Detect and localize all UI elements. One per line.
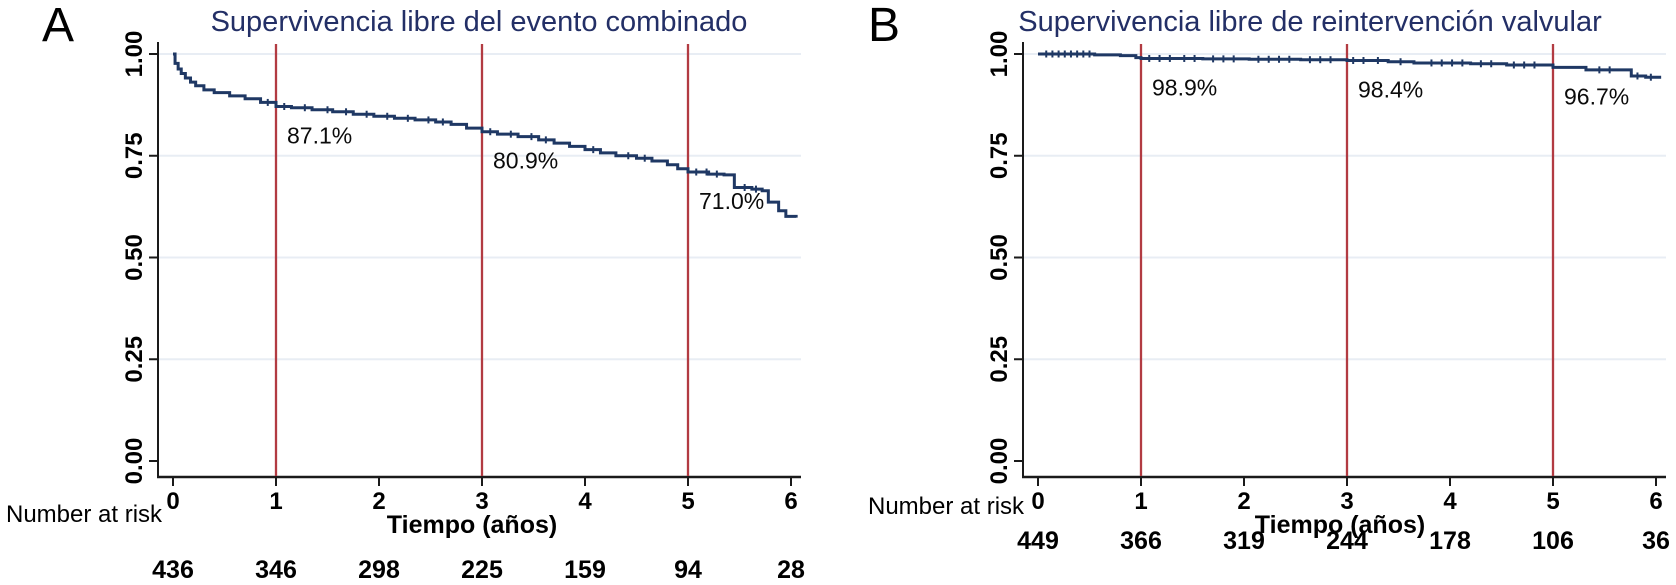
panel-B: B Supervivencia libre de reintervención … <box>838 0 1676 585</box>
panel-letter-A: A <box>42 0 75 52</box>
x-tick-label: 3 <box>475 488 488 515</box>
y-tick-label: 0.00 <box>121 438 148 485</box>
y-tick-label: 0.00 <box>986 438 1013 485</box>
panel-A: A Supervivencia libre del evento combina… <box>6 0 805 585</box>
survival-annotation: 98.9% <box>1152 74 1217 100</box>
x-tick-label: 3 <box>1340 488 1353 515</box>
y-tick-label: 0.50 <box>121 234 148 281</box>
number-at-risk-value: 28 <box>777 556 805 584</box>
number-at-risk-label-B: Number at risk <box>868 493 1025 520</box>
survival-annotation: 96.7% <box>1564 83 1629 109</box>
survival-annotation: 80.9% <box>493 148 558 174</box>
survival-plot-A: 1.00 0.75 0.50 0.25 0.00 0 436 1 346 2 298 3 225 4 159… <box>121 31 805 584</box>
survival-curve <box>173 52 798 218</box>
number-at-risk-value: 346 <box>255 556 297 584</box>
panel-letter-B: B <box>868 0 901 52</box>
chart-title-B: Supervivencia libre de reintervención va… <box>1018 6 1602 38</box>
chart-title-A: Supervivencia libre del evento combinado <box>210 6 748 38</box>
number-at-risk-label-A: Number at risk <box>6 501 163 528</box>
number-at-risk-value: 436 <box>152 556 194 584</box>
number-at-risk-value: 319 <box>1223 527 1265 555</box>
x-tick-label: 0 <box>166 488 179 515</box>
y-tick-label: 1.00 <box>986 31 1013 78</box>
x-tick-label: 5 <box>681 488 694 515</box>
x-tick-label: 1 <box>1134 488 1147 515</box>
x-tick-label: 2 <box>372 488 385 515</box>
y-tick-label: 1.00 <box>121 31 148 78</box>
x-tick-label: 0 <box>1031 488 1044 515</box>
x-tick-label: 2 <box>1237 488 1250 515</box>
number-at-risk-value: 244 <box>1326 527 1368 555</box>
y-tick-label: 0.25 <box>121 336 148 383</box>
survival-annotation: 87.1% <box>287 123 352 149</box>
number-at-risk-value: 94 <box>674 556 702 584</box>
x-tick-label: 6 <box>784 488 797 515</box>
number-at-risk-value: 225 <box>461 556 503 584</box>
y-tick-label: 0.75 <box>121 132 148 179</box>
x-tick-label: 5 <box>1546 488 1559 515</box>
number-at-risk-value: 178 <box>1429 527 1471 555</box>
survival-curve <box>1038 52 1662 79</box>
number-at-risk-value: 298 <box>358 556 400 584</box>
survival-plot-B: 1.000.750.500.250.0004491366231932444178… <box>986 31 1670 555</box>
number-at-risk-value: 449 <box>1017 527 1059 555</box>
x-axis-title-A: Tiempo (años) <box>386 511 558 539</box>
number-at-risk-value: 36 <box>1642 527 1670 555</box>
y-tick-label: 0.25 <box>986 336 1013 383</box>
x-tick-label: 6 <box>1649 488 1662 515</box>
survival-annotation: 71.0% <box>699 188 764 214</box>
x-tick-label: 4 <box>578 488 592 515</box>
y-tick-label: 0.50 <box>986 234 1013 281</box>
number-at-risk-value: 366 <box>1120 527 1162 555</box>
x-axis-title-B: Tiempo (años) <box>1254 511 1426 539</box>
y-tick-label: 0.75 <box>986 132 1013 179</box>
x-tick-label: 4 <box>1443 488 1457 515</box>
number-at-risk-value: 106 <box>1532 527 1574 555</box>
number-at-risk-value: 159 <box>564 556 606 584</box>
x-tick-label: 1 <box>269 488 282 515</box>
survival-annotation: 98.4% <box>1358 77 1423 103</box>
